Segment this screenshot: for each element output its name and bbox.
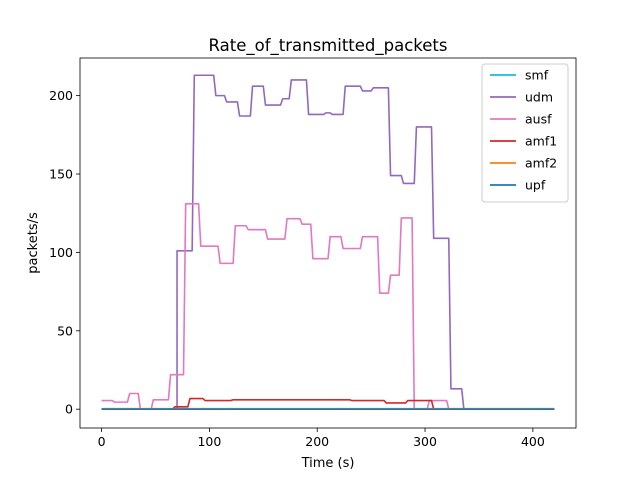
series-line-amf1	[101, 397, 555, 410]
legend-label-amf1: amf1	[525, 134, 557, 149]
y-tick-label: 200	[49, 88, 73, 103]
legend-label-amf2: amf2	[525, 156, 557, 171]
chart-title: Rate_of_transmitted_packets	[209, 36, 448, 56]
y-tick-label: 50	[57, 323, 73, 338]
series-layer	[101, 74, 555, 410]
x-tick-label: 100	[197, 434, 221, 449]
legend-box	[481, 63, 569, 203]
plot-frame	[79, 57, 577, 429]
legend: smf udm ausf amf1 amf2 upf	[481, 63, 569, 203]
y-tick-label: 100	[49, 245, 73, 260]
x-tick-label: 200	[305, 434, 329, 449]
x-axis: 0 100 200 300 400	[98, 428, 545, 449]
legend-label-udm: udm	[525, 90, 553, 105]
legend-label-ausf: ausf	[525, 112, 552, 127]
x-tick-label: 400	[521, 434, 545, 449]
series-line-udm	[101, 74, 555, 410]
y-tick-label: 150	[49, 167, 73, 182]
legend-label-smf: smf	[525, 68, 549, 83]
y-axis-label: packets/s	[26, 212, 41, 274]
y-axis: 0 50 100 150 200	[49, 88, 80, 417]
x-tick-label: 300	[413, 434, 437, 449]
series-line-ausf	[101, 203, 555, 410]
x-tick-label: 0	[98, 434, 106, 449]
y-tick-label: 0	[65, 402, 73, 417]
x-axis-label: Time (s)	[301, 456, 355, 471]
legend-label-upf: upf	[525, 178, 546, 193]
